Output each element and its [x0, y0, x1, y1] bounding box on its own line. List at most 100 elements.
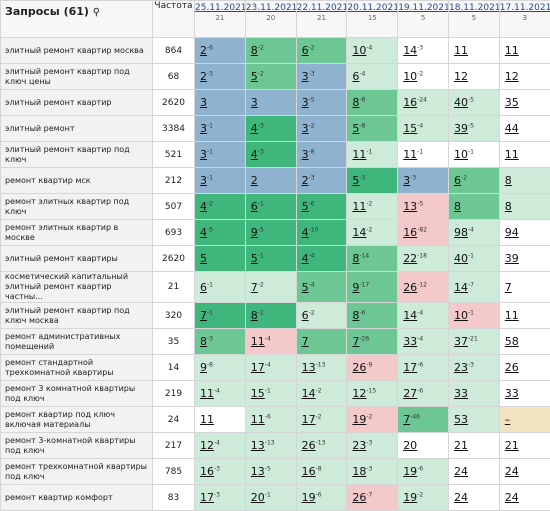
position[interactable]: 11	[505, 309, 519, 322]
position[interactable]: 11	[505, 44, 519, 57]
position[interactable]: 3	[302, 70, 309, 83]
position[interactable]: 4	[251, 122, 258, 135]
date[interactable]: 23.11.2021	[246, 3, 296, 13]
position[interactable]: 3	[200, 96, 207, 109]
position[interactable]: 13	[403, 200, 417, 213]
position[interactable]: 33	[403, 335, 417, 348]
position[interactable]: 12	[454, 70, 468, 83]
date[interactable]: 25.11.2021	[195, 3, 245, 13]
position[interactable]: 40	[454, 252, 468, 265]
position[interactable]: 10	[403, 70, 417, 83]
position[interactable]: 4	[251, 148, 258, 161]
position[interactable]: 3	[200, 174, 207, 187]
position[interactable]: 26	[302, 439, 316, 452]
position[interactable]: 58	[505, 335, 519, 348]
position[interactable]: 5	[200, 252, 207, 265]
position[interactable]: 24	[454, 491, 468, 504]
position[interactable]: 6	[302, 309, 309, 322]
position[interactable]: 20	[403, 439, 417, 452]
position[interactable]: 10	[352, 44, 366, 57]
position[interactable]: 12	[505, 70, 519, 83]
position[interactable]: 14	[403, 44, 417, 57]
position[interactable]: 11	[352, 148, 366, 161]
position[interactable]: 24	[454, 465, 468, 478]
position[interactable]: 94	[505, 226, 519, 239]
position[interactable]: 8	[505, 200, 512, 213]
position[interactable]: 10	[454, 148, 468, 161]
position[interactable]: 11	[505, 148, 519, 161]
position[interactable]: 4	[302, 252, 309, 265]
position[interactable]: 6	[454, 174, 461, 187]
position[interactable]: 8	[251, 44, 258, 57]
position[interactable]: 14	[454, 281, 468, 294]
position[interactable]: 3	[302, 96, 309, 109]
position[interactable]: 12	[200, 439, 214, 452]
position[interactable]: 23	[352, 439, 366, 452]
position[interactable]: 26	[352, 361, 366, 374]
position[interactable]: 11	[454, 44, 468, 57]
position[interactable]: 3	[251, 96, 258, 109]
position[interactable]: 6	[251, 200, 258, 213]
position[interactable]: 2	[302, 174, 309, 187]
position[interactable]: 39	[505, 252, 519, 265]
position[interactable]: –	[505, 413, 511, 426]
position[interactable]: 33	[505, 387, 519, 400]
position[interactable]: 2	[200, 44, 207, 57]
position[interactable]: 37	[454, 335, 468, 348]
position[interactable]: 4	[302, 226, 309, 239]
position[interactable]: 8	[251, 309, 258, 322]
position[interactable]: 35	[505, 96, 519, 109]
position[interactable]: 7	[251, 281, 258, 294]
position[interactable]: 12	[352, 387, 366, 400]
position[interactable]: 11	[251, 335, 265, 348]
position[interactable]: 21	[454, 439, 468, 452]
position[interactable]: 5	[302, 281, 309, 294]
position[interactable]: 7	[505, 281, 512, 294]
position[interactable]: 8	[454, 200, 461, 213]
position[interactable]: 3	[302, 148, 309, 161]
position[interactable]: 17	[403, 361, 417, 374]
position[interactable]: 9	[200, 361, 207, 374]
date[interactable]: 20.11.2021	[347, 3, 397, 13]
position[interactable]: 26	[505, 361, 519, 374]
position[interactable]: 9	[251, 226, 258, 239]
position[interactable]: 33	[454, 387, 468, 400]
position[interactable]: 3	[200, 122, 207, 135]
position[interactable]: 19	[352, 413, 366, 426]
position[interactable]: 2	[251, 174, 258, 187]
position[interactable]: 7	[200, 309, 207, 322]
position[interactable]: 13	[302, 361, 316, 374]
position[interactable]: 2	[200, 70, 207, 83]
position[interactable]: 26	[352, 491, 366, 504]
position[interactable]: 8	[200, 335, 207, 348]
position[interactable]: 17	[251, 361, 265, 374]
position[interactable]: 19	[403, 465, 417, 478]
position[interactable]: 11	[200, 387, 214, 400]
position[interactable]: 4	[200, 200, 207, 213]
position[interactable]: 26	[403, 281, 417, 294]
position[interactable]: 39	[454, 122, 468, 135]
position[interactable]: 8	[505, 174, 512, 187]
position[interactable]: 53	[454, 413, 468, 426]
position[interactable]: 24	[505, 465, 519, 478]
date[interactable]: 18.11.2021	[449, 3, 499, 13]
position[interactable]: 14	[302, 387, 316, 400]
position[interactable]: 15	[403, 122, 417, 135]
position[interactable]: 40	[454, 96, 468, 109]
position[interactable]: 7	[302, 335, 309, 348]
search-icon[interactable]: ⚲	[93, 7, 100, 18]
date[interactable]: 19.11.2021	[398, 3, 448, 13]
position[interactable]: 5	[251, 252, 258, 265]
position[interactable]: 22	[403, 252, 417, 265]
date[interactable]: 17.11.2021	[500, 3, 550, 13]
position[interactable]: 11	[352, 200, 366, 213]
position[interactable]: 4	[200, 226, 207, 239]
position[interactable]: 11	[251, 413, 265, 426]
position[interactable]: 5	[251, 70, 258, 83]
position[interactable]: 11	[403, 148, 417, 161]
position[interactable]: 27	[403, 387, 417, 400]
position[interactable]: 11	[200, 413, 214, 426]
position[interactable]: 17	[200, 491, 214, 504]
position[interactable]: 16	[200, 465, 214, 478]
position[interactable]: 23	[454, 361, 468, 374]
